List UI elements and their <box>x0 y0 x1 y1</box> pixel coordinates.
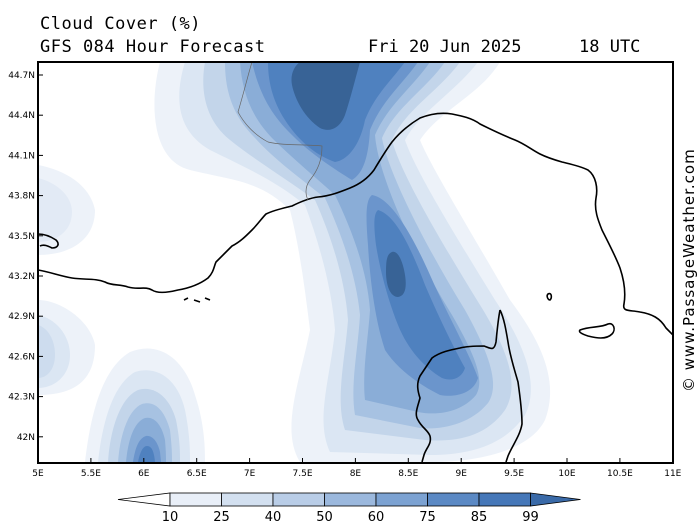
colorbar-segment <box>427 492 480 507</box>
lon-label: 8.5E <box>398 469 418 479</box>
lon-label: 9E <box>455 469 467 479</box>
lon-label: 6.5E <box>187 469 207 479</box>
colorbar-high-arrow <box>530 492 581 507</box>
colorbar-segment <box>169 492 222 507</box>
colorbar-low-arrow <box>117 492 171 507</box>
lon-label: 5E <box>32 469 44 479</box>
colorbar-label: 60 <box>368 510 385 525</box>
lon-label: 8E <box>350 469 362 479</box>
lon-label: 10E <box>558 469 575 479</box>
colorbar: 10 25 40 50 60 75 85 99 <box>117 492 581 525</box>
lat-label: 42.3N <box>8 393 35 403</box>
lon-label: 9.5E <box>504 469 524 479</box>
lat-label: 42.6N <box>8 352 35 362</box>
colorbar-segment <box>324 492 377 507</box>
lon-label: 10.5E <box>607 469 633 479</box>
colorbar-label: 50 <box>316 510 333 525</box>
lat-label: 44.7N <box>8 71 35 81</box>
colorbar-segment <box>272 492 325 507</box>
map-title: Cloud Cover (%) <box>40 14 202 34</box>
lon-label: 7E <box>244 469 256 479</box>
colorbar-segment <box>221 492 274 507</box>
lat-label: 43.5N <box>8 232 35 242</box>
latitude-axis: 44.7N 44.4N 44.1N 43.8N 43.5N 43.2N 42.9N 42.6N… <box>8 71 43 443</box>
lat-label: 44.4N <box>8 111 35 121</box>
colorbar-label: 99 <box>522 510 539 525</box>
map-subtitle: GFS 084 Hour Forecast <box>40 37 266 57</box>
colorbar-segment <box>375 492 428 507</box>
forecast-date: Fri 20 Jun 2025 <box>368 37 522 57</box>
lon-label: 6E <box>138 469 150 479</box>
colorbar-label: 85 <box>471 510 488 525</box>
credit-text: © www.PassageWeather.com <box>680 148 698 392</box>
lon-label: 11E <box>664 469 681 479</box>
cloud-cover-field <box>38 62 673 463</box>
lon-label: 7.5E <box>293 469 313 479</box>
colorbar-segment <box>478 492 531 507</box>
lat-label: 44.1N <box>8 151 35 161</box>
colorbar-label: 25 <box>213 510 230 525</box>
colorbar-label: 75 <box>419 510 436 525</box>
colorbar-label: 40 <box>265 510 282 525</box>
forecast-time: 18 UTC <box>579 37 641 57</box>
lat-label: 43.8N <box>8 192 35 202</box>
lon-label: 5.5E <box>81 469 101 479</box>
lat-label: 43.2N <box>8 272 35 282</box>
colorbar-label: 10 <box>162 510 179 525</box>
lat-label: 42.9N <box>8 312 35 322</box>
longitude-axis: 5E 5.5E 6E 6.5E 7E 7.5E 8E 8.5E 9E 9.5E 10E 10.5E 11… <box>32 458 682 479</box>
lat-label: 42N <box>17 433 35 443</box>
